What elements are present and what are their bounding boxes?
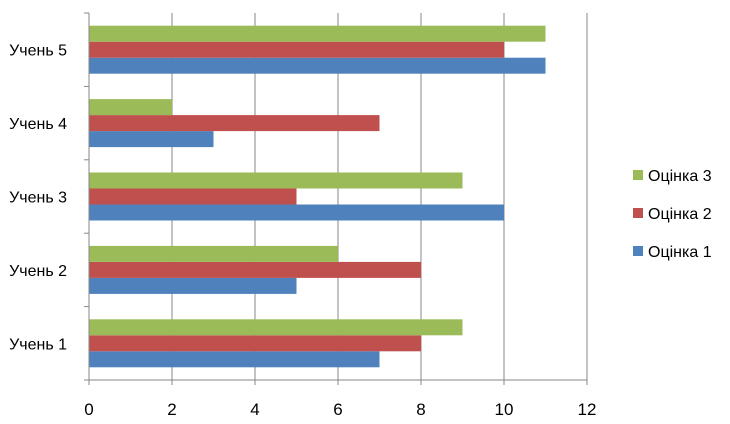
bar <box>89 351 380 368</box>
bars <box>89 25 546 368</box>
x-tick-label: 6 <box>333 400 342 419</box>
bar <box>89 335 421 352</box>
x-tick-label: 10 <box>495 400 514 419</box>
legend-swatch <box>633 246 643 256</box>
legend-swatch <box>633 170 643 180</box>
x-tick-labels: 0 2 4 6 8 10 12 <box>84 400 596 419</box>
x-tick-label: 0 <box>84 400 93 419</box>
bar <box>89 245 338 262</box>
bar <box>89 25 546 42</box>
bar <box>89 277 297 294</box>
axes <box>84 12 588 385</box>
category-label: Учень 5 <box>9 43 67 60</box>
bar <box>89 172 463 189</box>
x-tick-label: 2 <box>167 400 176 419</box>
bar <box>89 115 380 132</box>
gridlines <box>171 13 588 380</box>
category-label: Учень 4 <box>9 116 67 133</box>
category-labels: Учень 1 Учень 2 Учень 3 Учень 4 Учень 5 <box>9 43 67 354</box>
legend-label: Оцінка 3 <box>648 168 712 185</box>
x-tick-label: 4 <box>250 400 259 419</box>
legend: Оцінка 3 Оцінка 2 Оцінка 1 <box>633 168 712 261</box>
bar <box>89 319 463 336</box>
legend-label: Оцінка 2 <box>648 206 712 223</box>
bar <box>89 131 214 148</box>
bar <box>89 261 421 278</box>
category-label: Учень 2 <box>9 263 67 280</box>
x-tick-label: 12 <box>578 400 597 419</box>
category-label: Учень 3 <box>9 190 67 207</box>
category-label: Учень 1 <box>9 336 67 353</box>
bar <box>89 41 504 58</box>
bar <box>89 204 504 221</box>
legend-swatch <box>633 208 643 218</box>
x-tick-label: 8 <box>416 400 425 419</box>
bar <box>89 57 546 74</box>
legend-label: Оцінка 1 <box>648 244 712 261</box>
bar <box>89 188 297 205</box>
bar <box>89 99 172 116</box>
